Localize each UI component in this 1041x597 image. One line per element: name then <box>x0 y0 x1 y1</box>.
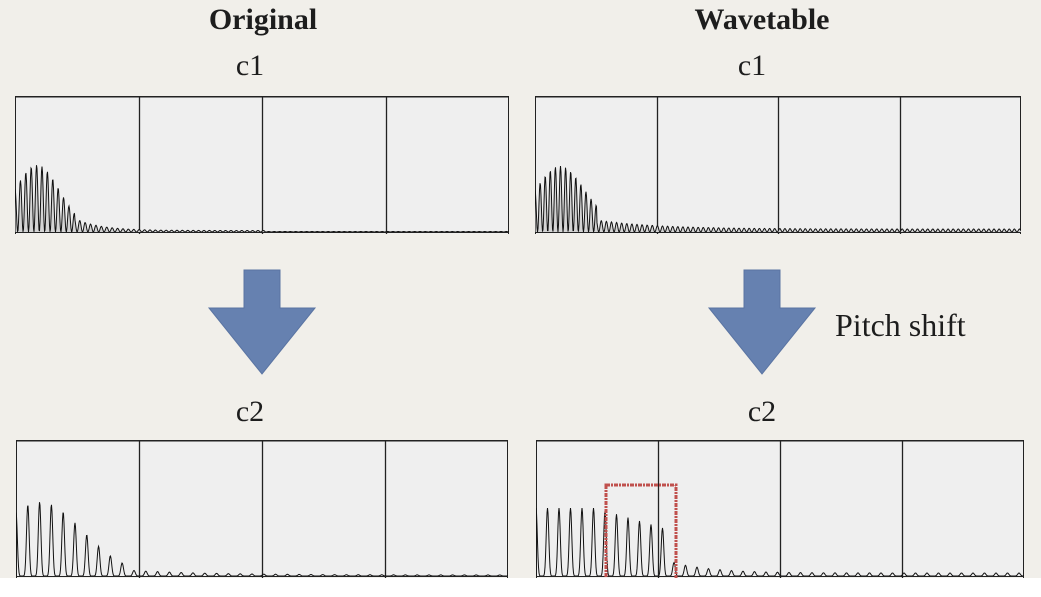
label-wavetable-c2: c2 <box>747 395 777 428</box>
label-original-c2: c2 <box>235 395 265 428</box>
label-wavetable-c1: c1 <box>737 49 767 82</box>
heading-wavetable: Wavetable <box>694 3 830 36</box>
label-original-c1: c1 <box>235 49 265 82</box>
spectrum-panel-wavetable-c1 <box>535 96 1021 234</box>
bottom-band <box>0 578 1041 597</box>
spectrum-panel-wavetable-c2 <box>536 440 1024 578</box>
spectrum-panel-original-c2 <box>16 440 508 578</box>
heading-original: Original <box>208 3 318 36</box>
down-arrow-icon-right <box>707 269 817 375</box>
spectrum-panel-original-c1 <box>15 96 509 234</box>
down-arrow-icon-left <box>207 269 317 375</box>
pitch-shift-annotation: Pitch shift <box>835 307 966 343</box>
